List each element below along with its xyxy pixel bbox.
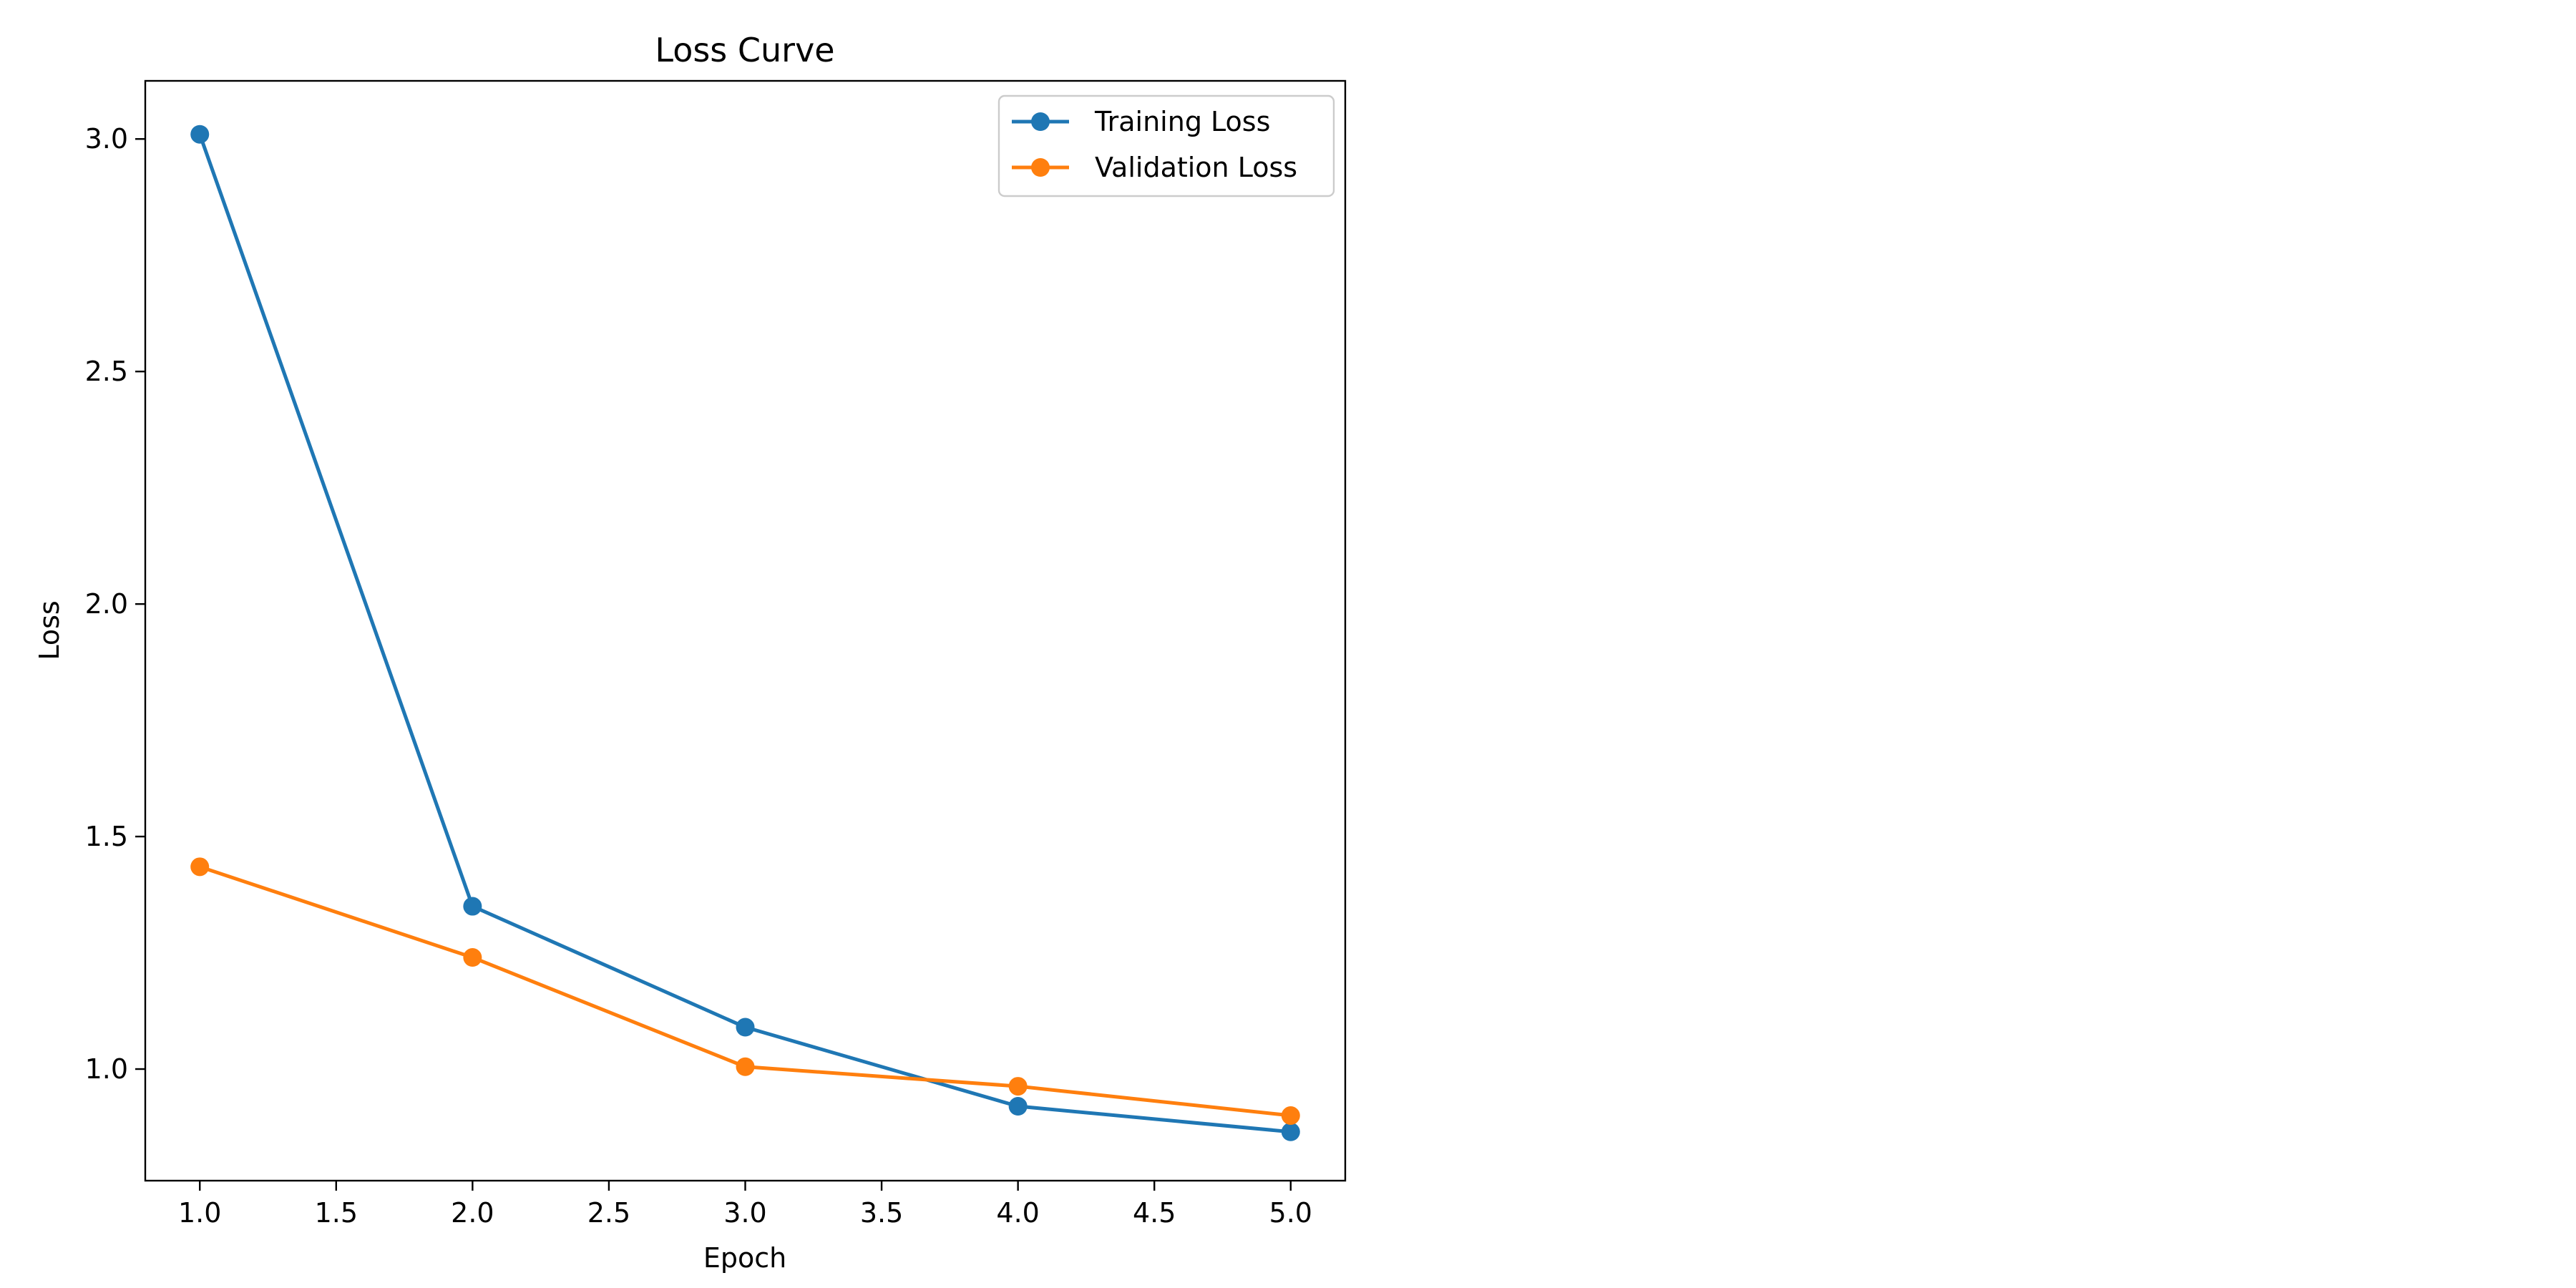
legend-marker — [1031, 158, 1050, 177]
data-point — [463, 948, 482, 967]
data-point — [463, 897, 482, 916]
chart-title: Loss Curve — [655, 31, 834, 69]
y-tick-label: 3.0 — [85, 123, 128, 155]
x-tick-label: 3.0 — [723, 1197, 766, 1229]
x-tick-label: 4.5 — [1133, 1197, 1176, 1229]
x-tick-label: 3.5 — [860, 1197, 903, 1229]
legend-label: Training Loss — [1094, 106, 1270, 137]
x-axis: 1.0 1.5 2.0 2.5 3.0 3.5 4.0 4.5 5.0 — [178, 1181, 1312, 1229]
data-point — [190, 857, 210, 877]
legend-label: Validation Loss — [1095, 152, 1297, 183]
data-point — [1281, 1106, 1300, 1126]
data-point — [736, 1018, 755, 1037]
x-tick-label: 1.0 — [178, 1197, 221, 1229]
y-axis-label: Loss — [34, 600, 65, 660]
data-point — [1008, 1097, 1028, 1116]
y-axis: 1.0 1.5 2.0 2.5 3.0 — [85, 123, 145, 1085]
legend-box — [997, 94, 1335, 197]
x-tick-label: 2.0 — [451, 1197, 494, 1229]
legend: Training Loss Validation Loss — [997, 94, 1335, 197]
y-tick-label: 2.5 — [85, 356, 128, 387]
data-point — [1008, 1077, 1028, 1096]
plot-area — [190, 125, 1300, 1141]
legend-marker — [1031, 112, 1050, 131]
x-tick-label: 5.0 — [1269, 1197, 1312, 1229]
data-point — [1281, 1122, 1300, 1141]
x-tick-label: 2.5 — [587, 1197, 630, 1229]
y-tick-label: 1.0 — [85, 1053, 128, 1085]
data-point — [736, 1057, 755, 1076]
y-tick-label: 2.0 — [85, 588, 128, 620]
x-tick-label: 1.5 — [315, 1197, 358, 1229]
y-tick-label: 1.5 — [85, 821, 128, 852]
data-point — [190, 125, 210, 144]
x-tick-label: 4.0 — [996, 1197, 1039, 1229]
x-axis-label: Epoch — [703, 1242, 786, 1274]
